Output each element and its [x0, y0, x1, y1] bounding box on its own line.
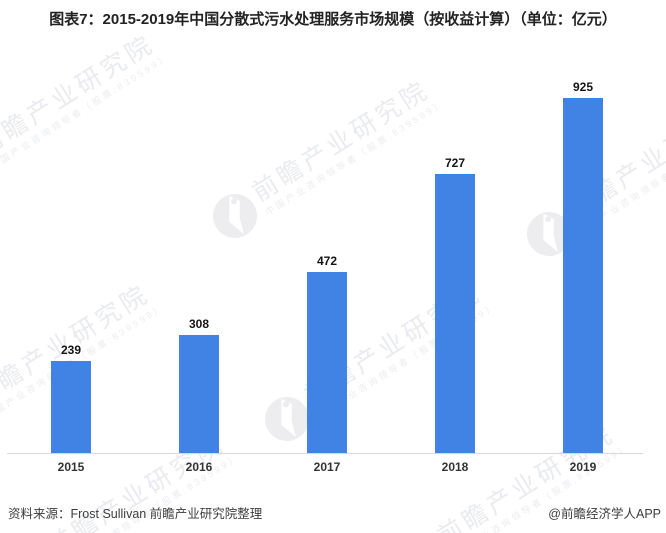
x-axis-tick-label: 2019	[569, 460, 597, 474]
qianzhan-logo-icon	[213, 194, 257, 238]
bar-2018	[435, 174, 475, 453]
chart-title: 图表7：2015-2019年中国分散式污水处理服务市场规模（按收益计算）（单位：…	[49, 11, 617, 28]
bar-2017	[307, 272, 347, 453]
watermark-main-text: 前瞻产业研究院	[0, 29, 160, 162]
x-axis-tick-label: 2015	[57, 460, 85, 474]
diagonal-watermark: 前瞻产业研究院中国产业咨询领导者（股票:839599）	[0, 25, 173, 200]
bar-value-label: 727	[444, 156, 466, 170]
bar-value-label: 925	[572, 80, 594, 94]
watermark-text: 前瞻产业研究院中国产业咨询领导者（股票:839599）	[0, 28, 172, 172]
bar-2015	[51, 361, 91, 453]
x-axis-tick-label: 2016	[185, 460, 213, 474]
watermark-main-text: 前瞻产业研究院	[247, 75, 435, 208]
watermark-sub-text: 中国产业咨询领导者（股票:839599）	[0, 51, 172, 172]
bar-value-label: 308	[188, 317, 210, 331]
bar-2019	[563, 98, 603, 453]
bar-value-label: 239	[60, 343, 82, 357]
diagonal-watermark: 前瞻产业研究院中国产业咨询领导者（股票:839599）	[205, 71, 448, 246]
source-note: 资料来源：Frost Sullivan 前瞻产业研究院整理	[8, 507, 263, 521]
x-axis-line	[7, 453, 643, 454]
x-axis-tick-label: 2017	[313, 460, 341, 474]
brand-note: @前瞻经济学人APP	[548, 507, 661, 521]
bar-value-label: 472	[316, 254, 338, 268]
watermark-sub-text: 中国产业咨询领导者（股票:839599）	[263, 97, 447, 218]
bar-2016	[179, 335, 219, 453]
x-axis-tick-label: 2018	[441, 460, 469, 474]
watermark-text: 前瞻产业研究院中国产业咨询领导者（股票:839599）	[247, 74, 447, 218]
